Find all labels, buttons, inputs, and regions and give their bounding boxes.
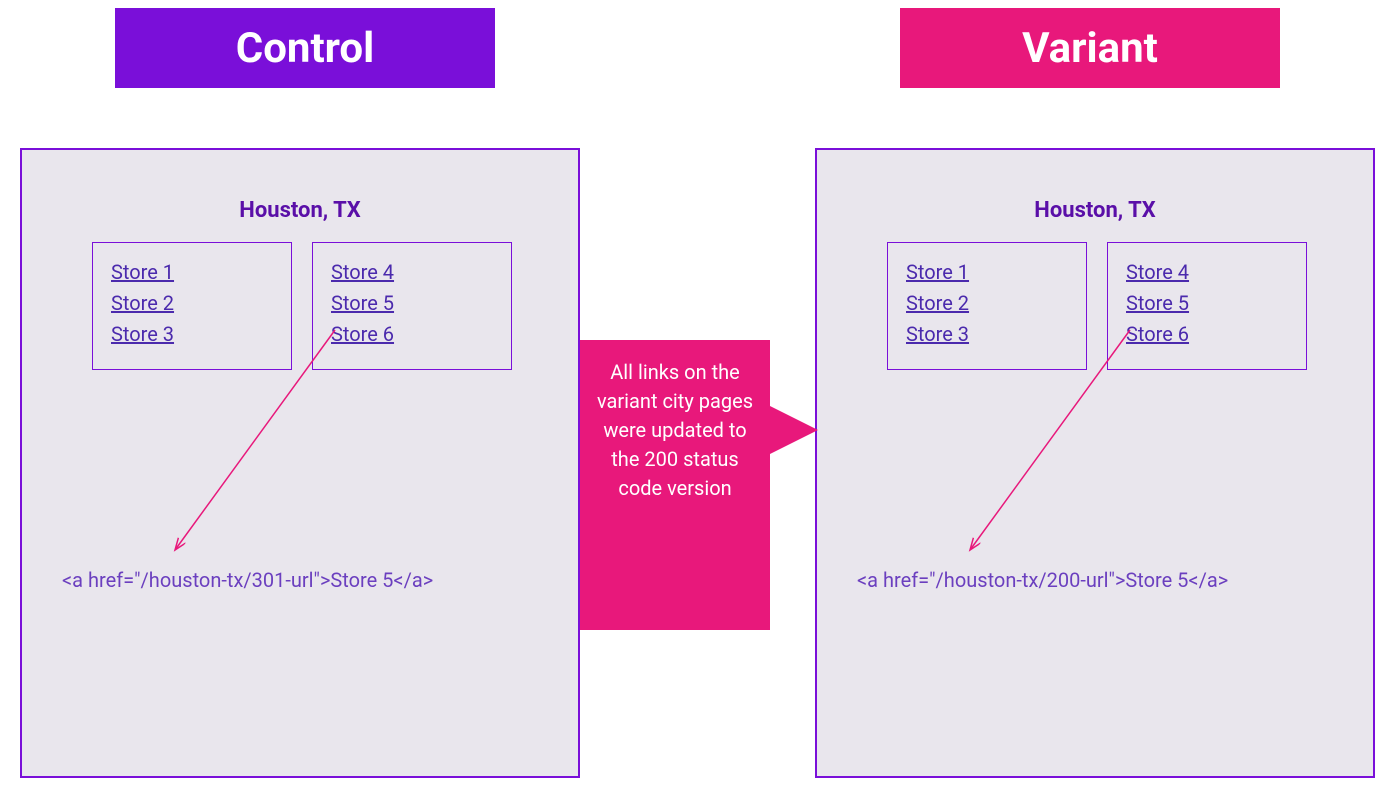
store-link[interactable]: Store 2	[111, 288, 273, 319]
store-link[interactable]: Store 1	[111, 257, 273, 288]
store-link[interactable]: Store 3	[111, 319, 273, 350]
variant-header: Variant	[900, 8, 1280, 88]
control-city-title: Houston, TX	[22, 198, 578, 223]
store-link[interactable]: Store 5	[331, 288, 493, 319]
control-panel: Houston, TX Store 1 Store 2 Store 3 Stor…	[20, 148, 580, 778]
variant-store-box-1: Store 1 Store 2 Store 3	[887, 242, 1087, 370]
control-code-line: <a href="/houston-tx/301-url">Store 5</a…	[62, 568, 433, 592]
store-link[interactable]: Store 1	[906, 257, 1068, 288]
callout-box: All links on the variant city pages were…	[580, 340, 770, 630]
store-link[interactable]: Store 6	[331, 319, 493, 350]
variant-code-line: <a href="/houston-tx/200-url">Store 5</a…	[857, 568, 1228, 592]
store-link[interactable]: Store 2	[906, 288, 1068, 319]
store-link[interactable]: Store 4	[331, 257, 493, 288]
store-link[interactable]: Store 6	[1126, 319, 1288, 350]
variant-city-title: Houston, TX	[817, 198, 1373, 223]
store-link[interactable]: Store 5	[1126, 288, 1288, 319]
control-store-box-1: Store 1 Store 2 Store 3	[92, 242, 292, 370]
control-header: Control	[115, 8, 495, 88]
variant-store-box-2: Store 4 Store 5 Store 6	[1107, 242, 1307, 370]
control-store-box-2: Store 4 Store 5 Store 6	[312, 242, 512, 370]
variant-panel: Houston, TX Store 1 Store 2 Store 3 Stor…	[815, 148, 1375, 778]
store-link[interactable]: Store 3	[906, 319, 1068, 350]
store-link[interactable]: Store 4	[1126, 257, 1288, 288]
